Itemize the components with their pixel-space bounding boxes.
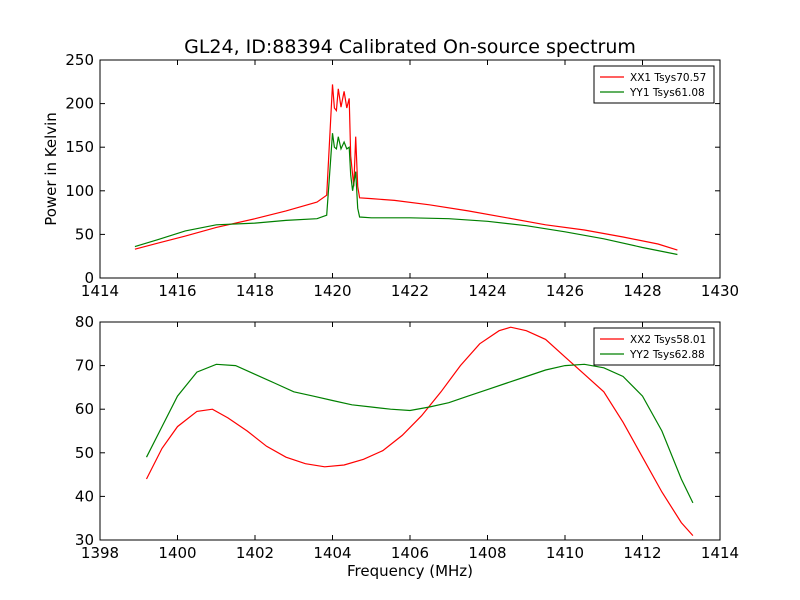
top-legend-label-1: XX1 Tsys70.57 bbox=[630, 72, 706, 84]
bottom-series-line-2 bbox=[145, 363, 694, 504]
bottom-x-tick-label: 1404 bbox=[313, 544, 351, 562]
top-y-tick-label: 250 bbox=[65, 51, 94, 69]
bottom-y-tick-label: 80 bbox=[75, 313, 94, 331]
top-x-tick-label: 1426 bbox=[546, 282, 584, 300]
bottom-legend-label-2: YY2 Tsys62.88 bbox=[629, 349, 705, 361]
top-x-tick-label: 1422 bbox=[391, 282, 429, 300]
top-x-tick-label: 1424 bbox=[468, 282, 506, 300]
top-y-tick-label: 200 bbox=[65, 95, 94, 113]
bottom-legend-box bbox=[593, 327, 715, 366]
top-y-tick-label: 150 bbox=[65, 138, 94, 156]
top-legend-box bbox=[593, 65, 715, 104]
top-x-tick-label: 1418 bbox=[236, 282, 274, 300]
top-x-tick-label: 1416 bbox=[158, 282, 196, 300]
bottom-x-tick-label: 1410 bbox=[546, 544, 584, 562]
top-y-axis-label: Power in Kelvin bbox=[42, 112, 60, 226]
top-legend-label-2: YY1 Tsys61.08 bbox=[629, 87, 705, 99]
chart-title: GL24, ID:88394 Calibrated On-source spec… bbox=[184, 36, 636, 58]
bottom-x-axis-label: Frequency (MHz) bbox=[347, 562, 473, 580]
bottom-y-tick-label: 60 bbox=[75, 400, 94, 418]
bottom-series-line-1 bbox=[145, 326, 694, 536]
top-plot: Power in Kelvin 1414 1416 1418 1420 1422 1424… bbox=[42, 51, 739, 300]
top-x-tick-label: 1414 bbox=[81, 282, 119, 300]
bottom-x-tick-label: 1408 bbox=[468, 544, 506, 562]
bottom-x-tick-label: 1402 bbox=[236, 544, 274, 562]
bottom-y-tick-label: 50 bbox=[75, 444, 94, 462]
bottom-x-tick-label: 1412 bbox=[623, 544, 661, 562]
top-legend: XX1 Tsys70.57 YY1 Tsys61.08 bbox=[593, 65, 715, 104]
bottom-y-tick-label: 30 bbox=[75, 531, 94, 549]
top-series-line-1 bbox=[134, 84, 678, 251]
top-series-line-2 bbox=[134, 133, 678, 256]
bottom-y-tick-label: 70 bbox=[75, 357, 94, 375]
bottom-legend: XX2 Tsys58.01 YY2 Tsys62.88 bbox=[593, 327, 715, 366]
bottom-y-tick-label: 40 bbox=[75, 487, 94, 505]
bottom-plot: Frequency (MHz) 1398 1400 1402 1404 1406 1408… bbox=[75, 313, 739, 580]
top-x-tick-label: 1420 bbox=[313, 282, 351, 300]
top-y-tick-label: 100 bbox=[65, 182, 94, 200]
top-x-tick-label: 1430 bbox=[701, 282, 739, 300]
bottom-x-tick-label: 1398 bbox=[81, 544, 119, 562]
top-y-tick-label: 0 bbox=[84, 269, 94, 287]
top-x-tick-label: 1428 bbox=[623, 282, 661, 300]
bottom-x-tick-label: 1406 bbox=[391, 544, 429, 562]
bottom-x-tick-label: 1400 bbox=[158, 544, 196, 562]
top-y-tick-label: 50 bbox=[75, 225, 94, 243]
bottom-x-tick-label: 1414 bbox=[701, 544, 739, 562]
bottom-legend-label-1: XX2 Tsys58.01 bbox=[630, 334, 706, 346]
